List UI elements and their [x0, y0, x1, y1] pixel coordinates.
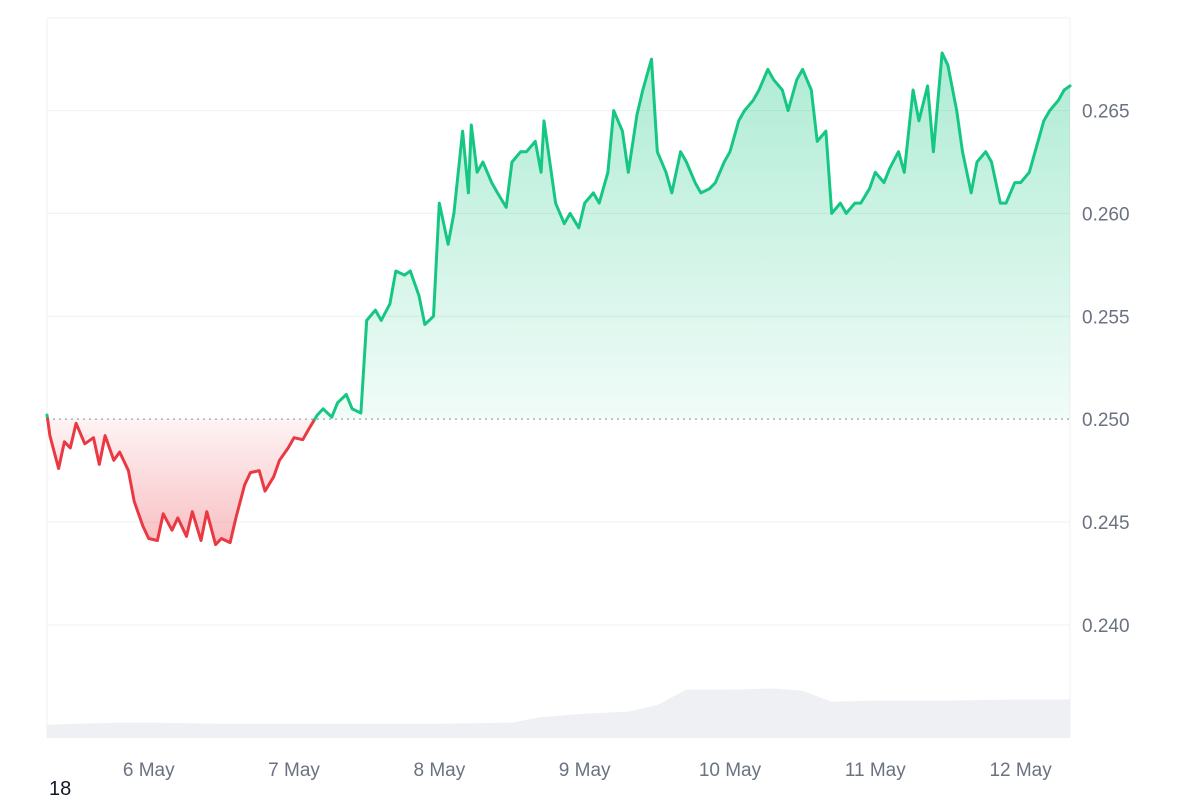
y-tick-label: 0.260 [1082, 204, 1130, 225]
y-tick-label: 0.245 [1082, 513, 1130, 534]
area-below-baseline [47, 419, 315, 545]
y-tick-label: 0.250 [1082, 410, 1130, 431]
x-tick-label: 12 May [989, 760, 1052, 781]
x-axis-ticks: 6 May 7 May 8 May 9 May 10 May 11 May 12 May [123, 760, 1052, 781]
price-area-fill [47, 53, 1070, 545]
y-axis-ticks: 0.265 0.260 0.255 0.250 0.245 0.240 [1082, 102, 1130, 637]
y-tick-label: 0.240 [1082, 616, 1130, 637]
y-tick-label: 0.255 [1082, 307, 1130, 328]
y-tick-label: 0.265 [1082, 102, 1130, 123]
x-tick-label: 6 May [123, 760, 175, 781]
volume-area [47, 688, 1070, 738]
x-tick-label: 10 May [699, 760, 762, 781]
x-tick-label: 7 May [268, 760, 320, 781]
price-line-down [46, 417, 317, 547]
price-line-up [313, 51, 1072, 421]
corner-label: 18 [49, 778, 72, 800]
area-above-baseline [314, 53, 1070, 420]
x-tick-label: 8 May [413, 760, 465, 781]
price-line [45, 51, 1072, 547]
x-tick-label: 11 May [845, 760, 906, 781]
x-tick-label: 9 May [559, 760, 611, 781]
volume-area-path [47, 688, 1070, 738]
